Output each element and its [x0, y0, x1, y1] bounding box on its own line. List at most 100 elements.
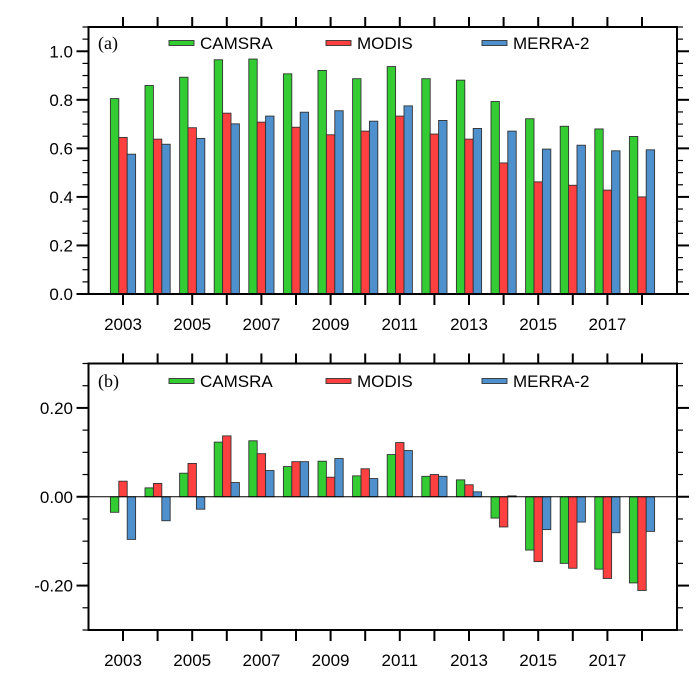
bar-merra-2-2008: [299, 461, 310, 498]
x-tick-label: 2011: [382, 315, 419, 334]
bar-merra-2-2003: [126, 496, 137, 540]
x-tick-label: 2015: [519, 651, 557, 670]
bar-camsra-2014: [490, 101, 500, 295]
bar-modis-2005: [187, 127, 197, 295]
y-tick-label: -0.20: [34, 577, 73, 596]
bar-modis-2010: [360, 468, 370, 498]
bar-modis-2007: [256, 121, 267, 295]
bar-merra-2-2010: [368, 478, 379, 498]
y-axis: 0.0 0.2 0.4 0.6 0.8 1.0: [49, 26, 689, 304]
x-tick-label: 2011: [382, 651, 419, 670]
bar-modis-2014: [498, 496, 509, 528]
x-tick-label: 2015: [519, 315, 557, 334]
x-tick-label: 2009: [312, 315, 350, 334]
bar-merra-2-2011: [403, 450, 413, 498]
x-tick-label: 2005: [173, 315, 211, 334]
bar-merra-2-2018: [645, 496, 656, 532]
bars: [109, 58, 656, 295]
bar-camsra-2013: [455, 79, 466, 295]
bar-camsra-2009: [317, 460, 327, 498]
bar-camsra-2003: [109, 496, 120, 513]
bar-merra-2-2015: [541, 496, 552, 531]
bar-camsra-2016: [559, 496, 570, 564]
bar-modis-2015: [533, 181, 543, 295]
bar-merra-2-2013: [472, 491, 483, 498]
bar-merra-2-2018: [645, 149, 656, 295]
legend-item-modis: MODIS: [325, 34, 413, 53]
bar-modis-2013: [464, 138, 474, 295]
bar-camsra-2015: [525, 496, 535, 551]
bar-modis-2004: [152, 138, 163, 295]
bar-merra-2-2006: [230, 123, 240, 295]
bar-camsra-2006: [213, 59, 224, 295]
bar-camsra-2008: [282, 73, 293, 295]
bar-modis-2012: [429, 133, 440, 295]
bar-modis-2006: [222, 435, 232, 498]
legend-label: CAMSRA: [200, 34, 273, 53]
y-axis: -0.20 0.00 0.20: [34, 362, 689, 631]
panel-label: (a): [98, 33, 118, 54]
bar-merra-2-2013: [472, 128, 483, 295]
bar-camsra-2012: [421, 78, 431, 295]
bar-merra-2-2016: [576, 144, 586, 295]
bar-modis-2006: [222, 112, 232, 295]
bar-modis-2011: [395, 442, 405, 498]
x-tick-label: 2009: [312, 651, 350, 670]
bar-camsra-2004: [144, 85, 154, 295]
y-tick-label: 0.0: [49, 285, 73, 304]
bar-merra-2-2010: [368, 120, 379, 295]
bar-merra-2-2017: [611, 496, 621, 534]
bar-merra-2-2006: [230, 482, 240, 498]
legend-item-camsra: CAMSRA: [168, 34, 273, 53]
legend-item-modis: MODIS: [325, 372, 413, 391]
bar-camsra-2006: [213, 441, 224, 498]
bar-camsra-2005: [179, 76, 189, 295]
y-tick-label: 0.4: [49, 188, 73, 207]
x-tick-label: 2003: [104, 651, 142, 670]
bar-camsra-2003: [109, 98, 120, 295]
bar-camsra-2007: [248, 440, 258, 498]
bar-camsra-2014: [490, 496, 500, 519]
bar-modis-2009: [325, 476, 336, 498]
legend-item-merra-2: MERRA-2: [481, 34, 590, 53]
bar-modis-2008: [291, 126, 301, 295]
bars: [109, 435, 656, 591]
bar-modis-2017: [602, 496, 613, 579]
legend-swatch: [481, 378, 508, 384]
bar-modis-2016: [568, 496, 578, 569]
legend-item-camsra: CAMSRA: [168, 372, 273, 391]
bar-merra-2-2011: [403, 105, 413, 295]
bar-merra-2-2016: [576, 496, 586, 523]
x-axis: 2003 2005 2007 2009 2011 2013 2015 2017: [104, 353, 643, 670]
x-tick-label: 2017: [588, 315, 626, 334]
bar-merra-2-2005: [195, 496, 206, 510]
bar-camsra-2008: [282, 466, 293, 498]
bar-merra-2-2003: [126, 153, 137, 295]
bar-camsra-2013: [455, 479, 466, 498]
bar-modis-2013: [464, 484, 474, 498]
legend-swatch: [168, 378, 195, 384]
panel-b: -0.20 0.00 0.20 2003 2005 2007 2009 2011 2013 201…: [34, 353, 689, 670]
legend: CAMSRA MODIS MERRA-2: [168, 34, 590, 53]
bar-camsra-2018: [628, 136, 639, 295]
y-tick-label: 1.0: [49, 42, 73, 61]
bar-merra-2-2015: [541, 148, 552, 295]
legend-label: MODIS: [357, 34, 413, 53]
bar-modis-2007: [256, 453, 267, 498]
legend-label: CAMSRA: [200, 372, 273, 391]
bar-merra-2-2005: [195, 137, 206, 295]
bar-modis-2015: [533, 496, 543, 563]
bar-camsra-2004: [144, 487, 154, 498]
x-tick-label: 2013: [450, 315, 488, 334]
bar-merra-2-2012: [438, 475, 448, 498]
bar-merra-2-2009: [334, 110, 344, 295]
bar-camsra-2016: [559, 125, 570, 295]
bar-merra-2-2008: [299, 111, 310, 295]
bar-modis-2004: [152, 482, 163, 498]
bar-merra-2-2017: [611, 150, 621, 295]
bar-merra-2-2007: [265, 115, 275, 295]
bar-camsra-2012: [421, 475, 431, 498]
legend-label: MODIS: [357, 372, 413, 391]
bar-camsra-2010: [352, 475, 362, 498]
